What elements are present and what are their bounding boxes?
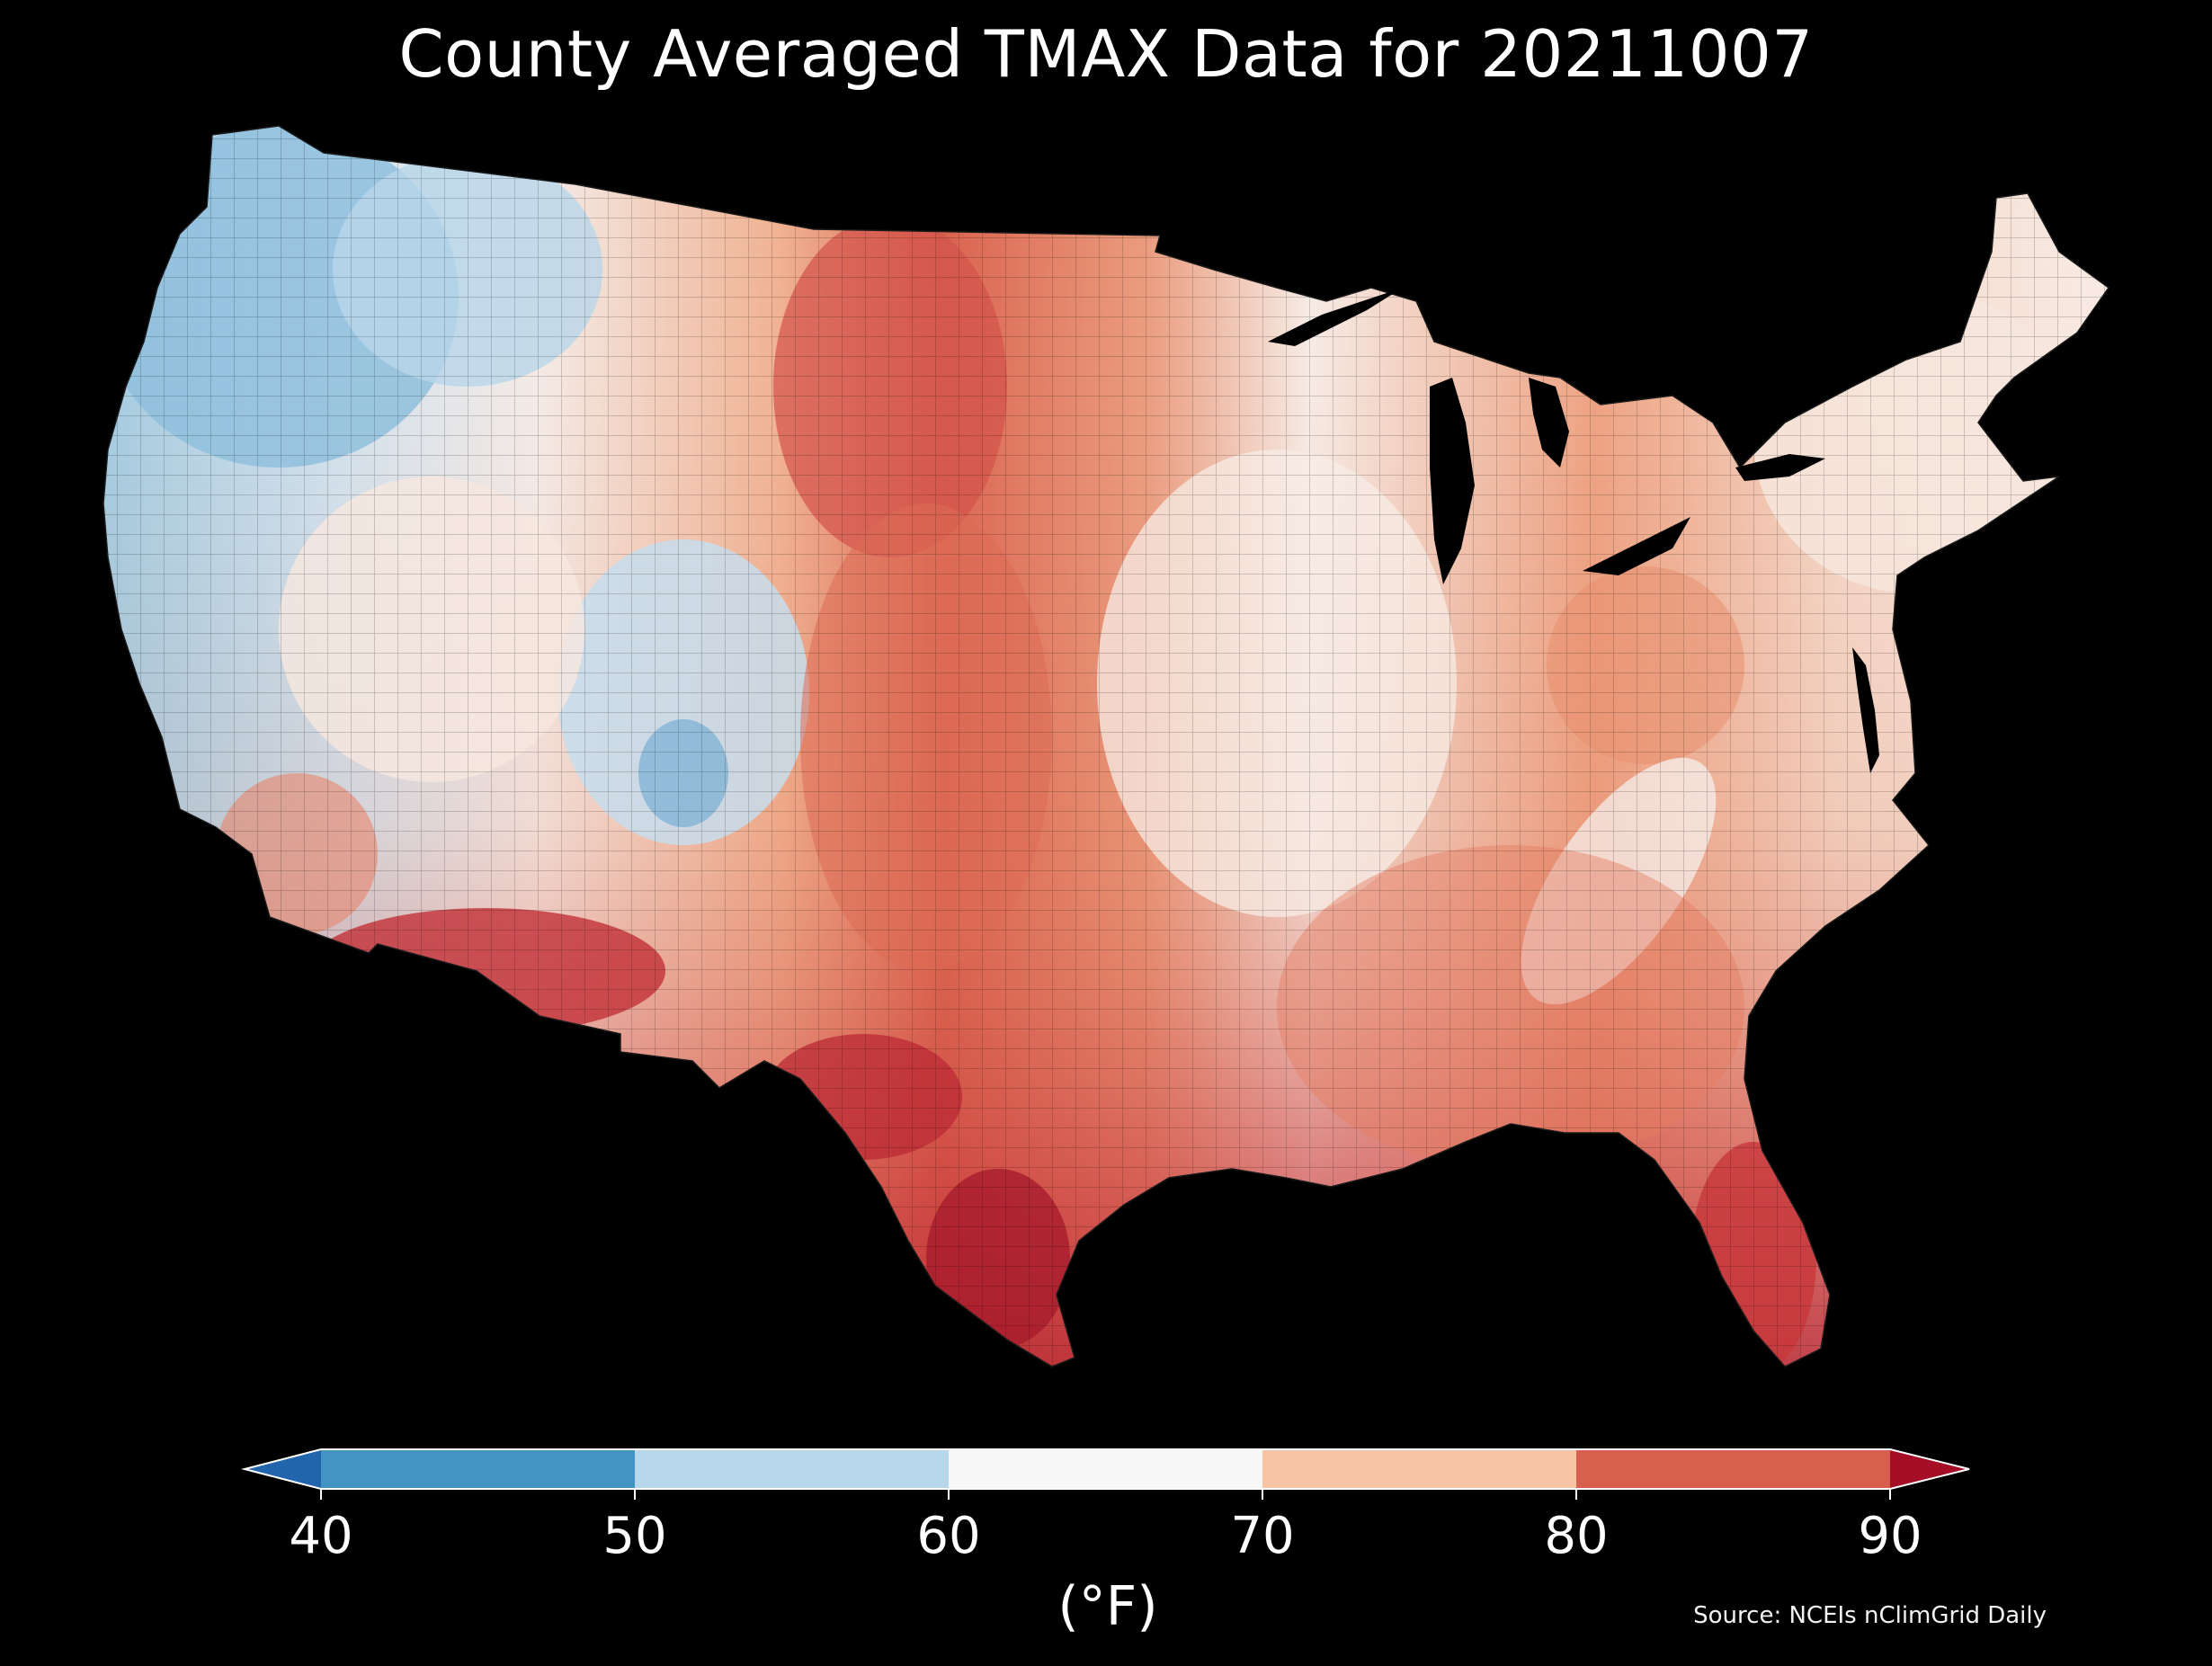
lake-michigan xyxy=(1430,378,1475,584)
colorbar-tick-label-90: 90 xyxy=(1858,1507,1922,1565)
lake-huron xyxy=(1529,378,1569,468)
colorbar-tick-label-50: 50 xyxy=(602,1507,667,1565)
colorbar-bin-60-70 xyxy=(949,1449,1262,1489)
great-lakes xyxy=(1268,288,1825,584)
colorbar-tick-label-40: 40 xyxy=(289,1507,353,1565)
colorbar-bin-50-60 xyxy=(635,1449,949,1489)
colorbar-tick-label-70: 70 xyxy=(1230,1507,1295,1565)
colorbar-unit-label: (°F) xyxy=(1057,1575,1158,1638)
colorbar-bin-70-80 xyxy=(1262,1449,1576,1489)
chesapeake-bay xyxy=(1852,647,1879,773)
map-title: County Averaged TMAX Data for 20211007 xyxy=(398,16,1814,92)
colorbar-tick-label-60: 60 xyxy=(916,1507,981,1565)
lake-superior xyxy=(1268,288,1403,346)
source-credit: Source: NCEIs nClimGrid Daily xyxy=(1693,1602,2047,1629)
colorbar-tick-label-80: 80 xyxy=(1544,1507,1609,1565)
colorbar-bin-80-90 xyxy=(1576,1449,1890,1489)
lake-erie xyxy=(1583,517,1690,575)
lake-ontario xyxy=(1735,454,1825,481)
colorbar-over-arrow xyxy=(1890,1449,1969,1489)
colorbar-bin-40-50 xyxy=(321,1449,635,1489)
colorbar-under-arrow xyxy=(245,1449,321,1489)
